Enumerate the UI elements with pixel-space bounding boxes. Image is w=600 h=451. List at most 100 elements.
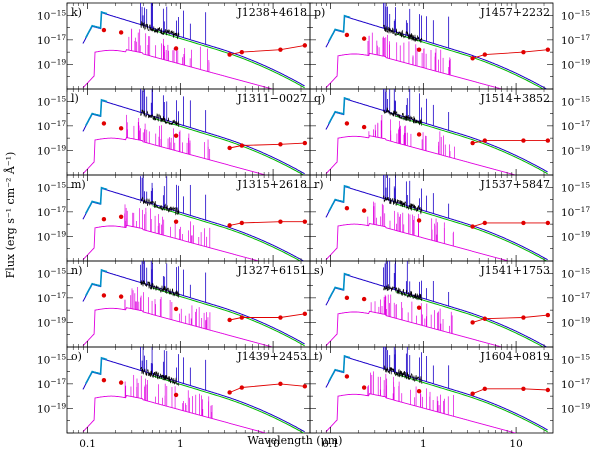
observed-spectrum [140,109,180,127]
photometry-point [416,132,422,137]
nebular-curve [82,307,274,347]
panel-title: J1315+2618 [236,178,307,191]
panel-title: J1457+2232 [479,6,550,19]
panel-plot-area [82,89,308,175]
y-tick-label: 10−15 [561,352,590,366]
photometry-line [229,383,305,393]
photometry-point [344,295,350,301]
panel-plot-area [325,261,551,347]
photometry-point [227,390,232,395]
panel-title: J1514+3852 [479,92,550,105]
panel-r: r) J1537+5847 [309,174,554,262]
uv-continuum [85,10,108,39]
photometry-point [173,392,179,398]
stellar-curve [395,115,548,175]
photometry-point [278,47,283,52]
photometry-point [302,384,308,389]
panel-l: l) J1311−0027 [66,88,311,176]
panel-plot-area [325,89,551,175]
model-total-curve [82,99,305,175]
photometry-point [239,220,245,226]
y-tick-label: 10−17 [561,377,590,391]
photometry-point [173,46,179,51]
panel-grid: k) J1238+4618 l) J1311−0027 m) J1315+2618 n) J1… [66,2,554,434]
photometry-point [118,380,124,385]
nebular-curve [82,136,268,175]
photometry-line [472,314,548,323]
photometry-point [470,391,475,396]
panel-label: o) [71,350,82,363]
y-tick-label: 10−17 [561,119,590,133]
y-tick-label: 10−19 [37,315,66,329]
photometry-point [278,381,283,387]
photometry-point [344,205,350,211]
y-tick-label: 10−15 [37,266,66,280]
axis-annotations: 10−15 10−17 10−19 10−15 10−17 10−19 10−15 10−17… [37,8,590,450]
x-tick-label: 10 [509,438,522,450]
panel-frame [309,346,554,434]
y-tick-label: 10−17 [561,291,590,305]
panel-label: r) [314,178,324,191]
observed-spectrum [383,195,423,215]
photometry-point [361,296,367,302]
photometry-point [521,138,526,143]
photometry-point [227,317,232,323]
photometry-point [470,56,475,61]
stellar-curve [152,287,305,347]
model-total-curve [325,355,548,431]
panel-n: n) J1327+6151 [66,260,311,348]
panel-label: p) [314,6,325,19]
photometry-point [416,305,422,310]
panel-p: p) J1457+2232 [309,2,554,90]
y-tick-label: 10−15 [561,94,590,108]
panel-t: t) J1604+0819 [309,346,554,434]
observed-spectrum [383,107,423,126]
photometry-point [521,49,526,55]
x-tick-label: 0.1 [79,438,96,450]
y-axis-label: Flux (erg s⁻¹ cm⁻² Å⁻¹) [3,152,17,279]
observed-spectrum [383,365,423,384]
photometry-point [227,52,232,57]
panel-s: s) J1541+1753 [309,260,554,348]
photometry-line [472,49,548,59]
observed-spectrum [140,366,180,387]
y-tick-label: 10−19 [37,229,66,243]
model-total-curve [325,185,548,261]
y-tick-label: 10−15 [37,180,66,194]
photometry-point [239,315,245,320]
y-tick-label: 10−15 [561,266,590,280]
panel-m: m) J1315+2618 [66,174,311,262]
photometry-point [101,377,107,383]
x-tick-label: 10 [266,438,279,450]
y-tick-label: 10−17 [37,291,66,305]
y-tick-label: 10−15 [561,8,590,22]
stellar-curve [395,373,548,433]
y-tick-label: 10−17 [561,33,590,47]
observed-spectrum [383,284,423,302]
photometry-point [545,312,551,318]
stellar-curve [395,291,545,347]
photometry-point [545,387,551,393]
y-tick-label: 10−19 [37,143,66,157]
photometry-point [302,43,308,48]
panel-k: k) J1238+4618 [66,2,311,90]
x-tick-label: 0.1 [322,438,339,450]
photometry-point [521,315,526,320]
photometry-point [361,124,367,130]
nebular-curve [82,224,261,261]
photometry-point [545,138,551,143]
y-tick-label: 10−15 [561,180,590,194]
y-tick-label: 10−19 [561,143,590,157]
photometry-point [239,385,245,390]
photometry-point [173,219,179,224]
photometry-point [118,126,124,131]
panel-q: q) J1514+3852 [309,88,554,176]
observed-spectrum [140,21,180,40]
y-tick-label: 10−17 [37,205,66,219]
panel-o: o) J1439+2453 [66,346,311,434]
panel-plot-area [325,347,551,433]
uv-continuum [85,268,108,297]
photometry-point [545,220,551,226]
photometry-point [470,224,475,229]
photometry-point [482,138,488,143]
